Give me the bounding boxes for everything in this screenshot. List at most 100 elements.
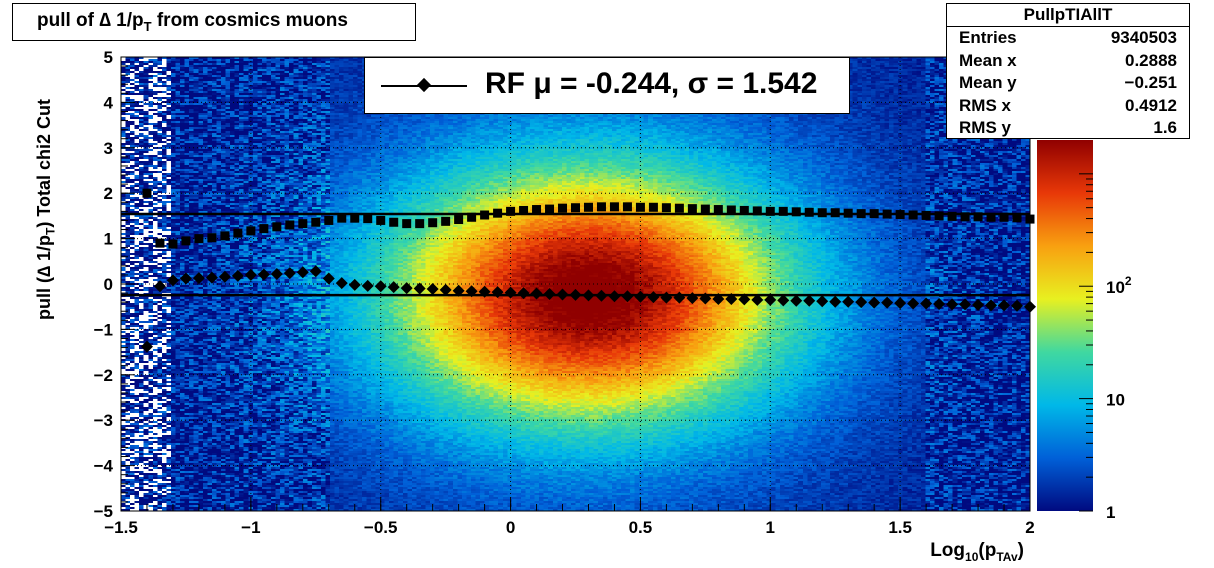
x-tick-label: −1 bbox=[241, 518, 260, 537]
data-point-square bbox=[480, 210, 490, 220]
y-tick-label: −1 bbox=[94, 320, 113, 339]
y-axis-label: pull (∆ 1/pT) Total chi2 Cut bbox=[34, 98, 58, 320]
data-point-square bbox=[506, 206, 516, 216]
data-point-square bbox=[960, 212, 970, 222]
data-point-square bbox=[467, 212, 477, 222]
data-point-square bbox=[765, 206, 775, 216]
data-point-square bbox=[571, 203, 580, 213]
data-point-diamond bbox=[764, 293, 777, 306]
data-point-square bbox=[648, 202, 658, 212]
data-point-diamond bbox=[712, 292, 725, 305]
data-point-diamond bbox=[322, 272, 335, 285]
data-point-diamond bbox=[1011, 299, 1024, 312]
data-point-square bbox=[661, 203, 671, 213]
data-point-square bbox=[609, 202, 619, 212]
data-point-diamond bbox=[348, 278, 361, 291]
data-point-diamond bbox=[192, 272, 205, 285]
data-point-square bbox=[233, 228, 243, 238]
data-point-diamond bbox=[855, 296, 868, 309]
data-point-square bbox=[1012, 213, 1022, 223]
data-point-square bbox=[493, 208, 503, 218]
data-point-square bbox=[713, 205, 723, 215]
data-point-square bbox=[350, 213, 360, 223]
y-tick-label: 4 bbox=[104, 93, 114, 112]
data-point-square bbox=[921, 210, 931, 220]
data-point-diamond bbox=[894, 297, 907, 310]
data-point-square bbox=[804, 207, 814, 217]
data-point-square bbox=[622, 202, 632, 212]
data-point-square bbox=[830, 208, 840, 218]
data-point-square bbox=[986, 212, 996, 222]
data-point-square bbox=[389, 217, 399, 227]
data-point-diamond bbox=[1024, 300, 1036, 313]
data-point-diamond bbox=[166, 274, 179, 287]
data-point-diamond bbox=[829, 295, 842, 308]
data-point-diamond bbox=[231, 269, 244, 282]
data-point-square bbox=[532, 205, 542, 215]
data-point-square bbox=[168, 239, 178, 249]
data-point-diamond bbox=[686, 292, 699, 305]
data-point-diamond bbox=[361, 279, 374, 292]
data-point-square bbox=[778, 206, 788, 216]
data-point-square bbox=[285, 220, 295, 230]
data-point-diamond bbox=[556, 288, 569, 301]
data-point-square bbox=[220, 231, 230, 241]
data-point-diamond bbox=[868, 296, 881, 309]
data-point-square bbox=[999, 212, 1009, 222]
data-point-diamond bbox=[296, 266, 309, 279]
data-point-square bbox=[895, 210, 905, 220]
legend-box: RF μ = -0.244, σ = 1.542 bbox=[364, 57, 850, 114]
data-point-diamond bbox=[634, 290, 647, 303]
data-point-diamond bbox=[387, 281, 400, 294]
colorbar-tick-label: 10 bbox=[1106, 391, 1125, 410]
data-point-diamond bbox=[738, 293, 751, 306]
data-point-square bbox=[869, 209, 879, 219]
data-point-square bbox=[558, 203, 568, 213]
data-point-diamond bbox=[881, 296, 894, 309]
data-point-diamond bbox=[153, 280, 166, 293]
data-point-square bbox=[259, 224, 269, 234]
data-point-square bbox=[246, 226, 256, 236]
data-point-diamond bbox=[608, 290, 621, 303]
data-point-square bbox=[817, 208, 827, 218]
data-point-diamond bbox=[426, 282, 439, 295]
data-point-diamond bbox=[998, 299, 1011, 312]
data-point-diamond bbox=[920, 297, 933, 310]
statistics-box: PullpTIAllT Entries 9340503 Mean x 0.2888 … bbox=[946, 3, 1190, 139]
legend-diamond-marker bbox=[416, 77, 432, 93]
data-point-square bbox=[428, 218, 438, 228]
data-point-square bbox=[207, 233, 217, 243]
data-point-diamond bbox=[907, 297, 920, 310]
data-point-diamond bbox=[816, 295, 829, 308]
y-tick-label: −2 bbox=[94, 366, 113, 385]
plot-title: pull of ∆ 1/pT from cosmics muons bbox=[37, 10, 348, 34]
y-tick-label: −5 bbox=[94, 502, 113, 521]
data-point-diamond bbox=[140, 340, 153, 353]
data-point-diamond bbox=[413, 282, 426, 295]
x-tick-label: 0.5 bbox=[629, 518, 653, 537]
data-point-square bbox=[142, 188, 152, 198]
data-point-square bbox=[363, 214, 373, 224]
data-point-diamond bbox=[842, 295, 855, 308]
data-point-diamond bbox=[777, 294, 790, 307]
data-point-square bbox=[752, 206, 762, 216]
data-point-diamond bbox=[452, 284, 465, 297]
stats-row-rms-x: RMS x 0.4912 bbox=[959, 95, 1177, 115]
data-point-square bbox=[519, 205, 529, 215]
data-point-diamond bbox=[465, 285, 478, 298]
data-point-diamond bbox=[439, 283, 452, 296]
colorbar-tick-label: 102 bbox=[1106, 274, 1132, 297]
stats-histogram-name: PullpTIAllT bbox=[947, 4, 1189, 27]
data-point-diamond bbox=[699, 292, 712, 305]
data-point-diamond bbox=[595, 289, 608, 302]
y-tick-label: 5 bbox=[104, 48, 113, 67]
data-point-square bbox=[791, 207, 801, 217]
data-point-diamond bbox=[374, 280, 387, 293]
y-tick-label: −3 bbox=[94, 411, 113, 430]
data-point-diamond bbox=[179, 272, 192, 285]
data-point-square bbox=[739, 205, 749, 215]
data-point-square bbox=[700, 204, 710, 214]
stats-row-entries: Entries 9340503 bbox=[959, 28, 1177, 47]
stats-row-mean-x: Mean x 0.2888 bbox=[959, 50, 1177, 70]
data-point-square bbox=[311, 217, 321, 227]
